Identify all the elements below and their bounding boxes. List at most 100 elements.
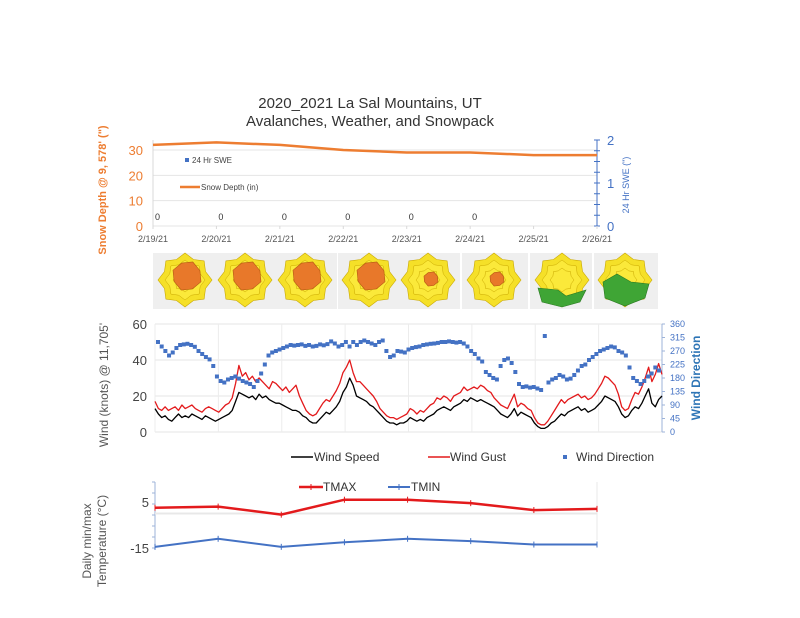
wind-dir-tick-label: 0 <box>670 427 675 437</box>
danger-rose-strip <box>153 252 658 309</box>
wind-direction-point <box>251 385 256 389</box>
danger-rose-considerable-zone <box>356 261 386 291</box>
wind-direction-point <box>277 347 282 352</box>
temperature-chart: -15 5 TMAX TMIN <box>130 480 598 556</box>
legend-wind-speed-label: Wind Speed <box>314 450 379 464</box>
wind-direction-point <box>233 374 238 379</box>
legend-swe-label: 24 Hr SWE <box>192 156 232 165</box>
wind-direction-point <box>318 342 323 347</box>
swe-y-tick-label: 2 <box>607 133 614 148</box>
wind-direction-point <box>631 376 636 380</box>
legend-wind-direction-label: Wind Direction <box>576 450 654 464</box>
temp-y-tick-label: -15 <box>130 541 149 556</box>
danger-rose-2-23-21 <box>400 252 460 309</box>
wind-chart: 0 20 40 60 0 45 90 135 180 225 270 315 360 Wind Speed… <box>133 317 686 464</box>
wind-direction-point <box>384 349 389 353</box>
wind-y-axis-title: Wind (knots) @ 11,705' <box>97 323 111 447</box>
snow-y-axis-title: Snow Depth @ 9, 578' (") <box>97 125 109 255</box>
wind-direction-point <box>351 340 356 344</box>
swe-data-label: 0 <box>282 212 287 222</box>
snow-y-tick-label: 20 <box>129 168 143 183</box>
wind-direction-point <box>583 362 588 367</box>
wind-dir-tick-label: 315 <box>670 333 685 343</box>
snow-chart: 0 10 20 30 0 1 2 2/19/21 2/20/21 2/21/21 2/22/21 2/… <box>129 133 615 244</box>
wind-direction-point <box>575 368 580 373</box>
wind-direction-point <box>550 377 555 382</box>
danger-rose-2-21-21 <box>275 252 337 309</box>
legend-tmax-label: TMAX <box>323 480 356 494</box>
wind-direction-point <box>402 350 407 355</box>
wind-direction-point <box>447 339 452 344</box>
danger-rose-considerable-zone <box>489 271 505 287</box>
wind-direction-point <box>185 341 190 346</box>
wind-direction-point <box>314 343 319 348</box>
wind-direction-point <box>270 350 275 355</box>
danger-rose-low-zone <box>537 287 587 308</box>
wind-direction-point <box>435 340 440 345</box>
wind-direction-point <box>454 340 459 345</box>
wind-direction-point <box>528 385 533 390</box>
snow-y-tick-label: 10 <box>129 194 143 209</box>
wind-direction-point <box>391 353 396 358</box>
wind-dir-axis-title: Wind Direction <box>689 336 703 421</box>
wind-direction-point <box>509 361 514 365</box>
wind-direction-point <box>645 374 650 379</box>
wind-direction-point <box>590 355 595 359</box>
wind-direction-point <box>167 353 172 358</box>
wind-dir-tick-label: 90 <box>670 400 680 410</box>
wind-direction-point <box>303 343 308 348</box>
wind-gust-line <box>154 359 663 426</box>
wind-direction-point <box>406 347 411 352</box>
wind-direction-point <box>362 338 367 343</box>
temp-y-tick-label: 5 <box>142 495 149 510</box>
wind-direction-point <box>476 356 481 361</box>
wind-direction-point <box>332 341 337 346</box>
legend-snow-depth-label: Snow Depth (in) <box>201 183 259 192</box>
danger-rose-considerable-zone <box>292 261 322 291</box>
wind-dir-tick-label: 135 <box>670 387 685 397</box>
wind-direction-point <box>321 343 326 348</box>
swe-data-label: 0 <box>409 212 414 222</box>
snow-x-tick-label: 2/19/21 <box>138 234 168 244</box>
wind-direction-point <box>354 343 359 347</box>
wind-direction-point <box>225 377 230 382</box>
wind-direction-point <box>410 346 415 350</box>
snow-x-tick-label: 2/23/21 <box>392 234 422 244</box>
wind-direction-point <box>623 353 628 358</box>
wind-direction-point <box>211 364 216 368</box>
wind-direction-point <box>657 368 661 373</box>
danger-rose-2-25-21 <box>530 252 592 309</box>
wind-direction-point <box>638 382 643 386</box>
wind-direction-point <box>380 338 385 343</box>
wind-direction-point <box>561 374 566 379</box>
wind-direction-point <box>174 346 179 350</box>
wind-direction-point <box>259 371 264 376</box>
wind-direction-point <box>373 343 378 347</box>
wind-direction-point <box>634 379 639 383</box>
snow-x-tick-label: 2/24/21 <box>455 234 485 244</box>
wind-direction-point <box>156 340 160 344</box>
danger-rose-considerable-zone <box>232 261 262 291</box>
danger-rose-2-24-21 <box>462 252 528 309</box>
snow-y-tick-label: 30 <box>129 143 143 158</box>
wind-direction-point <box>218 379 223 383</box>
wind-direction-point <box>432 341 437 346</box>
wind-direction-point <box>417 344 422 349</box>
wind-direction-point <box>535 386 540 391</box>
wind-direction-point <box>513 370 518 374</box>
wind-direction-point <box>520 385 525 389</box>
wind-direction-point <box>200 352 205 356</box>
wind-direction-point <box>539 388 544 392</box>
danger-rose-inner-ring <box>549 267 575 293</box>
legend-wind-gust-label: Wind Gust <box>450 450 507 464</box>
wind-direction-point <box>546 380 551 385</box>
temp-y-axis-title-2: Temperature (°C) <box>95 495 109 587</box>
wind-direction-point <box>616 349 621 353</box>
wind-dir-tick-label: 270 <box>670 346 685 356</box>
wind-direction-point <box>649 371 654 376</box>
legend-swe-marker <box>185 158 189 162</box>
wind-direction-point <box>491 376 496 380</box>
wind-y-tick-label: 0 <box>140 425 147 440</box>
wind-direction-point <box>178 343 183 347</box>
